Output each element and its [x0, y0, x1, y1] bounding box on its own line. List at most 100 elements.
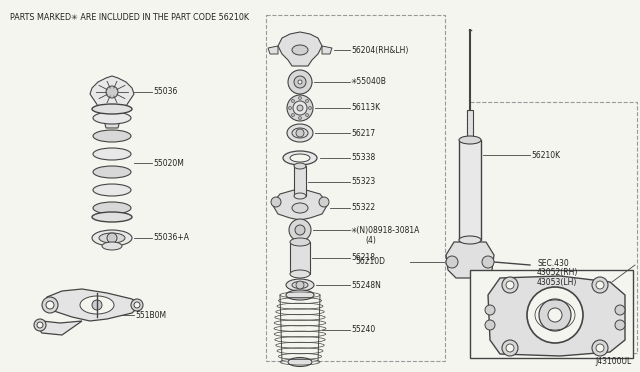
- Text: 56218: 56218: [351, 253, 375, 263]
- Text: 55020M: 55020M: [153, 158, 184, 167]
- Ellipse shape: [286, 290, 314, 300]
- Circle shape: [592, 277, 608, 293]
- Circle shape: [506, 281, 514, 289]
- Circle shape: [485, 320, 495, 330]
- Circle shape: [319, 197, 329, 207]
- Circle shape: [92, 300, 102, 310]
- Circle shape: [296, 129, 304, 137]
- Bar: [467, 110, 473, 140]
- Text: ✳55040B: ✳55040B: [351, 77, 387, 87]
- Text: PARTS MARKED✳ ARE INCLUDED IN THE PART CODE 56210K: PARTS MARKED✳ ARE INCLUDED IN THE PART C…: [10, 13, 249, 22]
- Text: 55240: 55240: [351, 326, 375, 334]
- Text: 551B0M: 551B0M: [135, 311, 166, 320]
- Polygon shape: [322, 46, 332, 54]
- Ellipse shape: [292, 203, 308, 213]
- Ellipse shape: [93, 130, 131, 142]
- Polygon shape: [272, 190, 328, 220]
- Ellipse shape: [93, 202, 131, 214]
- Circle shape: [34, 319, 46, 331]
- Ellipse shape: [288, 357, 312, 366]
- Circle shape: [502, 340, 518, 356]
- Ellipse shape: [292, 128, 308, 138]
- Circle shape: [297, 105, 303, 111]
- Circle shape: [446, 256, 458, 268]
- Text: 56210D: 56210D: [355, 257, 385, 266]
- Text: 55248N: 55248N: [351, 280, 381, 289]
- Ellipse shape: [92, 230, 132, 246]
- Circle shape: [291, 99, 294, 102]
- Circle shape: [294, 76, 306, 88]
- Text: 55036+A: 55036+A: [153, 234, 189, 243]
- Ellipse shape: [93, 166, 131, 178]
- Text: 56210K: 56210K: [531, 151, 560, 160]
- Text: 43053(LH): 43053(LH): [537, 279, 577, 288]
- Bar: [294, 166, 306, 196]
- Circle shape: [548, 308, 562, 322]
- Bar: [459, 140, 481, 240]
- Circle shape: [298, 80, 302, 84]
- Ellipse shape: [459, 236, 481, 244]
- Ellipse shape: [292, 45, 308, 55]
- Bar: [470, 270, 633, 358]
- Circle shape: [539, 299, 571, 331]
- Polygon shape: [488, 276, 625, 356]
- Ellipse shape: [459, 136, 481, 144]
- Ellipse shape: [292, 282, 308, 289]
- Text: 56113K: 56113K: [351, 103, 380, 112]
- Ellipse shape: [92, 104, 132, 114]
- Ellipse shape: [290, 154, 310, 162]
- Text: 55322: 55322: [351, 203, 375, 212]
- Circle shape: [596, 344, 604, 352]
- Circle shape: [298, 116, 301, 119]
- Text: (4): (4): [365, 237, 376, 246]
- Polygon shape: [37, 321, 82, 335]
- Circle shape: [134, 302, 140, 308]
- Circle shape: [271, 197, 281, 207]
- Text: 55036: 55036: [153, 87, 177, 96]
- Text: SEC.430: SEC.430: [537, 259, 569, 267]
- Circle shape: [596, 281, 604, 289]
- Ellipse shape: [102, 242, 122, 250]
- Circle shape: [293, 101, 307, 115]
- Circle shape: [296, 281, 304, 289]
- Ellipse shape: [287, 124, 313, 142]
- Circle shape: [308, 106, 312, 109]
- Circle shape: [615, 320, 625, 330]
- Circle shape: [295, 225, 305, 235]
- Circle shape: [42, 297, 58, 313]
- Text: 43052(RH): 43052(RH): [537, 269, 579, 278]
- Polygon shape: [102, 112, 122, 128]
- Polygon shape: [90, 76, 134, 112]
- Text: J43100UL: J43100UL: [596, 357, 632, 366]
- Polygon shape: [268, 46, 278, 54]
- Circle shape: [502, 277, 518, 293]
- Circle shape: [615, 305, 625, 315]
- Circle shape: [106, 86, 118, 98]
- Polygon shape: [44, 289, 140, 321]
- Circle shape: [305, 99, 308, 102]
- Ellipse shape: [294, 193, 306, 199]
- Ellipse shape: [93, 184, 131, 196]
- Text: ✳(N)08918-3081A: ✳(N)08918-3081A: [351, 225, 420, 234]
- Ellipse shape: [290, 270, 310, 278]
- Circle shape: [287, 95, 313, 121]
- Text: 56217: 56217: [351, 128, 375, 138]
- Circle shape: [527, 287, 583, 343]
- Circle shape: [46, 301, 54, 309]
- Ellipse shape: [283, 151, 317, 165]
- Ellipse shape: [92, 212, 132, 222]
- Circle shape: [289, 106, 291, 109]
- Text: 56204(RH&LH): 56204(RH&LH): [351, 45, 408, 55]
- Polygon shape: [278, 32, 322, 66]
- Ellipse shape: [93, 112, 131, 124]
- Circle shape: [37, 322, 43, 328]
- Ellipse shape: [290, 238, 310, 246]
- Circle shape: [107, 233, 117, 243]
- Circle shape: [485, 305, 495, 315]
- Ellipse shape: [99, 233, 125, 243]
- Ellipse shape: [93, 148, 131, 160]
- Text: 55338: 55338: [351, 154, 375, 163]
- Bar: [290, 242, 310, 274]
- Circle shape: [298, 96, 301, 99]
- Circle shape: [291, 113, 294, 116]
